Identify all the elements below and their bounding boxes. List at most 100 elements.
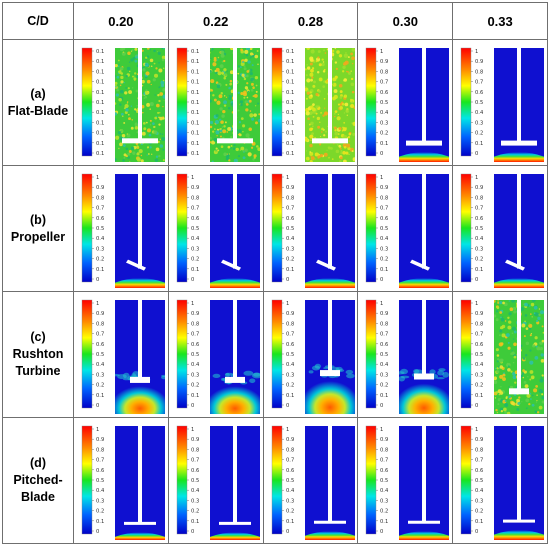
colorbar-tick-label: 0.5 xyxy=(380,352,388,358)
colorbar-tick-label: 0 xyxy=(96,529,99,535)
colorbar-tick-label: 0.1 xyxy=(286,266,294,272)
colorbar-tick-label: 0.9 xyxy=(191,185,199,191)
impeller-blade xyxy=(126,259,146,271)
colorbar-tick-label: 1 xyxy=(96,427,99,433)
colorbar-tick-label: 0.7 xyxy=(380,205,388,211)
contour-plot: 1 0.9 0.8 0.7 0.6 0.5 0.4 0.3 0.2 0.1 0 xyxy=(460,173,545,288)
colorbar-tick-label: 0.1 xyxy=(191,518,199,524)
contour-plot: 1 0.9 0.8 0.7 0.6 0.5 0.4 0.3 0.2 0.1 0 xyxy=(271,425,355,540)
colorbar-tick-label: 0.9 xyxy=(191,311,199,317)
contour-plot: 1 0.9 0.8 0.7 0.6 0.5 0.4 0.3 0.2 0.1 0 xyxy=(176,425,260,540)
impeller-shaft xyxy=(138,47,142,140)
colorbar-tick-label: 0.1 xyxy=(380,392,388,398)
colorbar-tick-label: 0.1 xyxy=(475,518,483,524)
colorbar-tick-label: 0.1 xyxy=(191,151,199,157)
colorbar xyxy=(81,173,93,282)
colorbar-tick-label: 0.3 xyxy=(380,246,388,252)
colorbar-tick-label: 0.5 xyxy=(286,226,294,232)
colorbar-tick-label: 0.8 xyxy=(191,447,199,453)
impeller-shaft xyxy=(517,47,522,143)
colorbar-tick-label: 0.3 xyxy=(475,120,483,126)
colorbar-tick-label: 0.1 xyxy=(191,110,199,116)
impeller-shaft xyxy=(232,47,237,140)
colorbar-tick-label: 0.4 xyxy=(191,236,200,242)
colorbar-tick-label: 0.5 xyxy=(191,226,199,232)
colorbar-tick-label: 0.9 xyxy=(191,437,199,443)
colorbar-tick-label: 0.5 xyxy=(380,478,388,484)
colorbar-tick-label: 0.1 xyxy=(191,392,199,398)
colorbar-tick-label: 0.6 xyxy=(475,341,483,347)
colorbar-tick-label: 0.8 xyxy=(286,447,294,453)
colorbar-tick-label: 0.6 xyxy=(286,467,294,473)
corner-header: C/D xyxy=(2,2,74,40)
colorbar-tick-label: 0 xyxy=(191,529,194,535)
colorbar-tick-label: 0.4 xyxy=(191,362,200,368)
colorbar xyxy=(176,425,187,534)
colorbar-tick-label: 0.7 xyxy=(475,331,483,337)
colorbar-tick-label: 0.5 xyxy=(380,100,388,106)
colorbar-tick-label: 0.1 xyxy=(286,79,294,85)
colorbar-tick-label: 0.3 xyxy=(475,372,483,378)
colorbar-tick-label: 0 xyxy=(96,403,99,409)
colorbar-tick-label: 0.5 xyxy=(475,226,483,232)
colorbar-tick-label: 0.4 xyxy=(96,362,105,368)
colorbar-tick-label: 1 xyxy=(286,301,289,307)
contour-cell: 1 0.9 0.8 0.7 0.6 0.5 0.4 0.3 0.2 0.1 0 xyxy=(167,291,264,418)
colorbar-tick-label: 0.2 xyxy=(96,382,104,388)
colorbar-tick-label: 0.1 xyxy=(380,140,388,146)
colorbar-tick-label: 0.5 xyxy=(191,352,199,358)
contour-cell: 1 0.9 0.8 0.7 0.6 0.5 0.4 0.3 0.2 0.1 0 xyxy=(73,165,169,292)
row-label-line: (a) xyxy=(30,86,46,101)
colorbar-tick-label: 1 xyxy=(96,301,99,307)
colorbar-tick-label: 0.1 xyxy=(96,79,104,85)
colorbar-tick-label: 0.1 xyxy=(96,69,104,75)
impeller-blade xyxy=(218,521,251,525)
row-label-line: Rushton xyxy=(12,347,64,361)
colorbar xyxy=(271,173,282,282)
colorbar-tick-label: 0.1 xyxy=(475,392,483,398)
impeller-shaft xyxy=(422,299,427,377)
colorbar-tick-label: 0.5 xyxy=(96,226,104,232)
colorbar-tick-label: 0.3 xyxy=(286,246,294,252)
colorbar-tick-label: 1 xyxy=(286,175,289,181)
colorbar-tick-label: 0.8 xyxy=(380,69,388,75)
contour-cell: 1 0.9 0.8 0.7 0.6 0.5 0.4 0.3 0.2 0.1 0 xyxy=(167,417,264,544)
row-label-line: (c) xyxy=(30,330,46,344)
colorbar-tick-label: 0.5 xyxy=(191,478,199,484)
colorbar-tick-label: 1 xyxy=(380,301,383,307)
colorbar-tick-label: 0.7 xyxy=(191,331,199,337)
contour-plot: 1 0.9 0.8 0.7 0.6 0.5 0.4 0.3 0.2 0.1 0 xyxy=(366,425,450,540)
row-label-line: Turbine xyxy=(15,364,61,378)
colorbar-tick-label: 0.5 xyxy=(475,352,483,358)
colorbar-tick-label: 0.6 xyxy=(96,467,104,473)
colorbar xyxy=(176,47,187,156)
colorbar xyxy=(460,173,472,282)
colorbar-tick-label: 1 xyxy=(475,175,478,181)
colorbar-tick-label: 0.6 xyxy=(475,467,483,473)
colorbar-tick-label: 0 xyxy=(475,529,478,535)
colorbar-tick-label: 0.8 xyxy=(96,195,104,201)
colorbar-tick-label: 0.7 xyxy=(475,205,483,211)
colorbar-tick-label: 0.6 xyxy=(380,467,388,473)
colorbar-tick-label: 0.1 xyxy=(191,49,199,55)
colorbar-tick-label: 0.7 xyxy=(191,457,199,463)
colorbar-tick-label: 0.8 xyxy=(380,195,388,201)
impeller-blade xyxy=(408,520,441,524)
colorbar-tick-label: 0.7 xyxy=(475,79,483,85)
col-header: 0.33 xyxy=(452,2,548,40)
colorbar-tick-label: 0.1 xyxy=(191,130,199,136)
colorbar-tick-label: 1 xyxy=(191,175,194,181)
row-label-line: (d) xyxy=(30,456,46,470)
colorbar-tick-label: 1 xyxy=(191,301,194,307)
colorbar xyxy=(366,299,377,408)
colorbar-tick-label: 0.7 xyxy=(380,331,388,337)
colorbar-tick-label: 0.1 xyxy=(286,130,294,136)
row-label-line: (b) xyxy=(30,212,46,227)
colorbar-tick-label: 0.2 xyxy=(475,130,483,136)
colorbar-tick-label: 0.1 xyxy=(286,59,294,65)
contour-cell: 1 0.9 0.8 0.7 0.6 0.5 0.4 0.3 0.2 0.1 0 xyxy=(262,165,359,292)
col-header: 0.28 xyxy=(262,2,359,40)
impeller-shaft xyxy=(232,425,237,523)
colorbar-tick-label: 0.4 xyxy=(286,362,295,368)
